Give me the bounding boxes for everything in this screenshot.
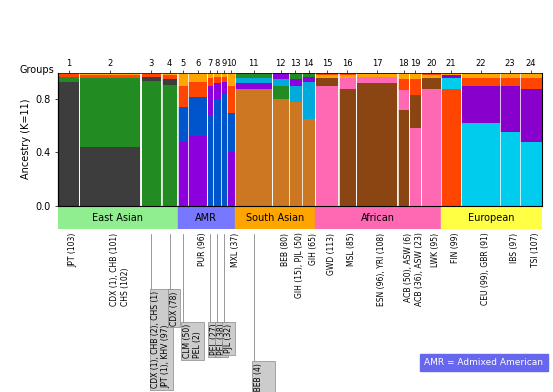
- Bar: [289, 79, 302, 86]
- Text: CLM (50)
PEL (2): CLM (50) PEL (2): [182, 324, 202, 358]
- Text: GIH (18), ITU (83), BEB (4)
PJL (10), STU (90): GIH (18), ITU (83), BEB (4) PJL (10), ST…: [254, 363, 273, 392]
- Text: ESN (96), YRI (108): ESN (96), YRI (108): [377, 232, 386, 306]
- Bar: [58, 207, 178, 229]
- Bar: [520, 78, 541, 89]
- Bar: [142, 80, 161, 206]
- Bar: [162, 79, 178, 85]
- Bar: [520, 89, 541, 142]
- Bar: [207, 78, 213, 86]
- Bar: [221, 82, 227, 94]
- Bar: [289, 86, 302, 102]
- Bar: [339, 89, 356, 206]
- Bar: [357, 76, 397, 83]
- Text: East Asian: East Asian: [92, 213, 143, 223]
- Text: MXL (37): MXL (37): [231, 232, 240, 267]
- Bar: [357, 74, 397, 76]
- Bar: [178, 142, 187, 206]
- Text: African: African: [361, 213, 395, 223]
- Text: PJL (32): PJL (32): [224, 324, 233, 353]
- Bar: [188, 96, 207, 136]
- Bar: [142, 74, 161, 76]
- Bar: [162, 75, 178, 79]
- Bar: [398, 90, 409, 110]
- Bar: [236, 73, 272, 78]
- Bar: [236, 89, 272, 206]
- Bar: [188, 136, 207, 206]
- Bar: [221, 76, 227, 82]
- Bar: [316, 73, 338, 75]
- Text: BEB (80): BEB (80): [280, 232, 290, 265]
- Bar: [80, 75, 140, 78]
- Text: JPT (103): JPT (103): [69, 232, 77, 267]
- Bar: [441, 207, 542, 229]
- Bar: [500, 78, 520, 86]
- Bar: [162, 85, 178, 206]
- Bar: [441, 75, 461, 78]
- Bar: [221, 73, 227, 76]
- Text: AMR: AMR: [195, 213, 217, 223]
- Text: GIH (15), PJL (50): GIH (15), PJL (50): [295, 232, 305, 298]
- Bar: [59, 74, 79, 76]
- Bar: [289, 102, 302, 206]
- Bar: [289, 73, 302, 79]
- Bar: [441, 89, 461, 206]
- Text: PEL (27): PEL (27): [210, 324, 219, 355]
- Bar: [178, 107, 187, 142]
- Text: ACB (50), ASW (6): ACB (50), ASW (6): [404, 232, 413, 302]
- Bar: [462, 86, 499, 123]
- Bar: [302, 76, 315, 82]
- Bar: [398, 79, 409, 90]
- Bar: [235, 207, 315, 229]
- Text: Groups: Groups: [19, 65, 54, 75]
- Text: CDX (1), CHB (2), CHS (1)
JPT (1), KHV (97): CDX (1), CHB (2), CHS (1) JPT (1), KHV (…: [152, 291, 171, 388]
- Bar: [520, 142, 541, 206]
- Text: PUR (96): PUR (96): [197, 232, 207, 266]
- Bar: [213, 73, 221, 76]
- Bar: [213, 76, 221, 83]
- Bar: [142, 73, 161, 74]
- Bar: [302, 82, 315, 119]
- Text: CEU (99), GBR (91): CEU (99), GBR (91): [481, 232, 489, 305]
- Bar: [236, 78, 272, 83]
- Bar: [207, 73, 213, 78]
- Bar: [462, 78, 499, 86]
- Bar: [221, 94, 227, 206]
- Text: PEL (38): PEL (38): [217, 324, 226, 355]
- Bar: [520, 73, 541, 78]
- Bar: [410, 73, 421, 79]
- Bar: [339, 75, 356, 78]
- Bar: [422, 78, 441, 89]
- Bar: [80, 147, 140, 206]
- Bar: [178, 86, 187, 107]
- Bar: [500, 86, 520, 132]
- Bar: [188, 73, 207, 82]
- Bar: [273, 79, 289, 86]
- Bar: [236, 83, 272, 89]
- Text: CDX (78): CDX (78): [170, 291, 179, 325]
- Bar: [273, 86, 289, 99]
- Bar: [339, 73, 356, 75]
- Bar: [462, 73, 499, 78]
- Bar: [207, 115, 213, 206]
- Bar: [162, 73, 178, 75]
- Bar: [80, 78, 140, 147]
- Bar: [441, 78, 461, 89]
- Y-axis label: Ancestry (K=11): Ancestry (K=11): [21, 99, 31, 180]
- Bar: [422, 73, 441, 75]
- Bar: [207, 86, 213, 115]
- Bar: [227, 86, 235, 113]
- Bar: [398, 73, 409, 79]
- Bar: [316, 78, 338, 86]
- Bar: [302, 119, 315, 206]
- Bar: [357, 83, 397, 206]
- Bar: [422, 75, 441, 78]
- Bar: [441, 73, 461, 75]
- Bar: [188, 82, 207, 96]
- Text: AMR = Admixed American: AMR = Admixed American: [424, 358, 544, 367]
- Bar: [357, 73, 397, 74]
- Text: FIN (99): FIN (99): [451, 232, 460, 263]
- Text: LWK (95): LWK (95): [431, 232, 440, 267]
- Bar: [227, 113, 235, 152]
- Bar: [500, 132, 520, 206]
- Text: MSL (85): MSL (85): [347, 232, 356, 266]
